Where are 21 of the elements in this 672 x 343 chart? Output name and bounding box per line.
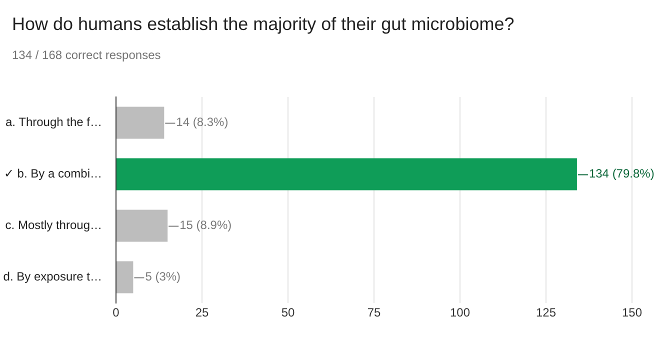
x-tick-label: 25	[195, 306, 209, 320]
chart-subtitle: 134 / 168 correct responses	[12, 48, 161, 62]
bar	[116, 261, 134, 294]
data-label: 15 (8.9%)	[180, 218, 232, 232]
x-tick-label: 125	[536, 306, 556, 320]
x-tick-label: 100	[450, 306, 470, 320]
x-tick-label: 75	[367, 306, 381, 320]
y-tick-label: c. Mostly throug…	[5, 218, 102, 232]
bar	[116, 106, 164, 139]
y-tick-label: d. By exposure t…	[3, 270, 102, 284]
x-tick-label: 50	[281, 306, 295, 320]
x-tick-label: 0	[112, 306, 120, 320]
chart-title: How do humans establish the majority of their gut microbiome?	[12, 14, 514, 35]
data-label: 5 (3%)	[145, 270, 181, 284]
y-tick-label: ✓ b. By a combi…	[4, 166, 102, 181]
data-label: 134 (79.8%)	[588, 166, 654, 181]
y-tick-label: a. Through the f…	[5, 115, 102, 130]
x-tick-label: 150	[622, 306, 642, 320]
bar	[116, 210, 168, 242]
bar	[116, 158, 577, 190]
data-label: 14 (8.3%)	[176, 115, 228, 130]
